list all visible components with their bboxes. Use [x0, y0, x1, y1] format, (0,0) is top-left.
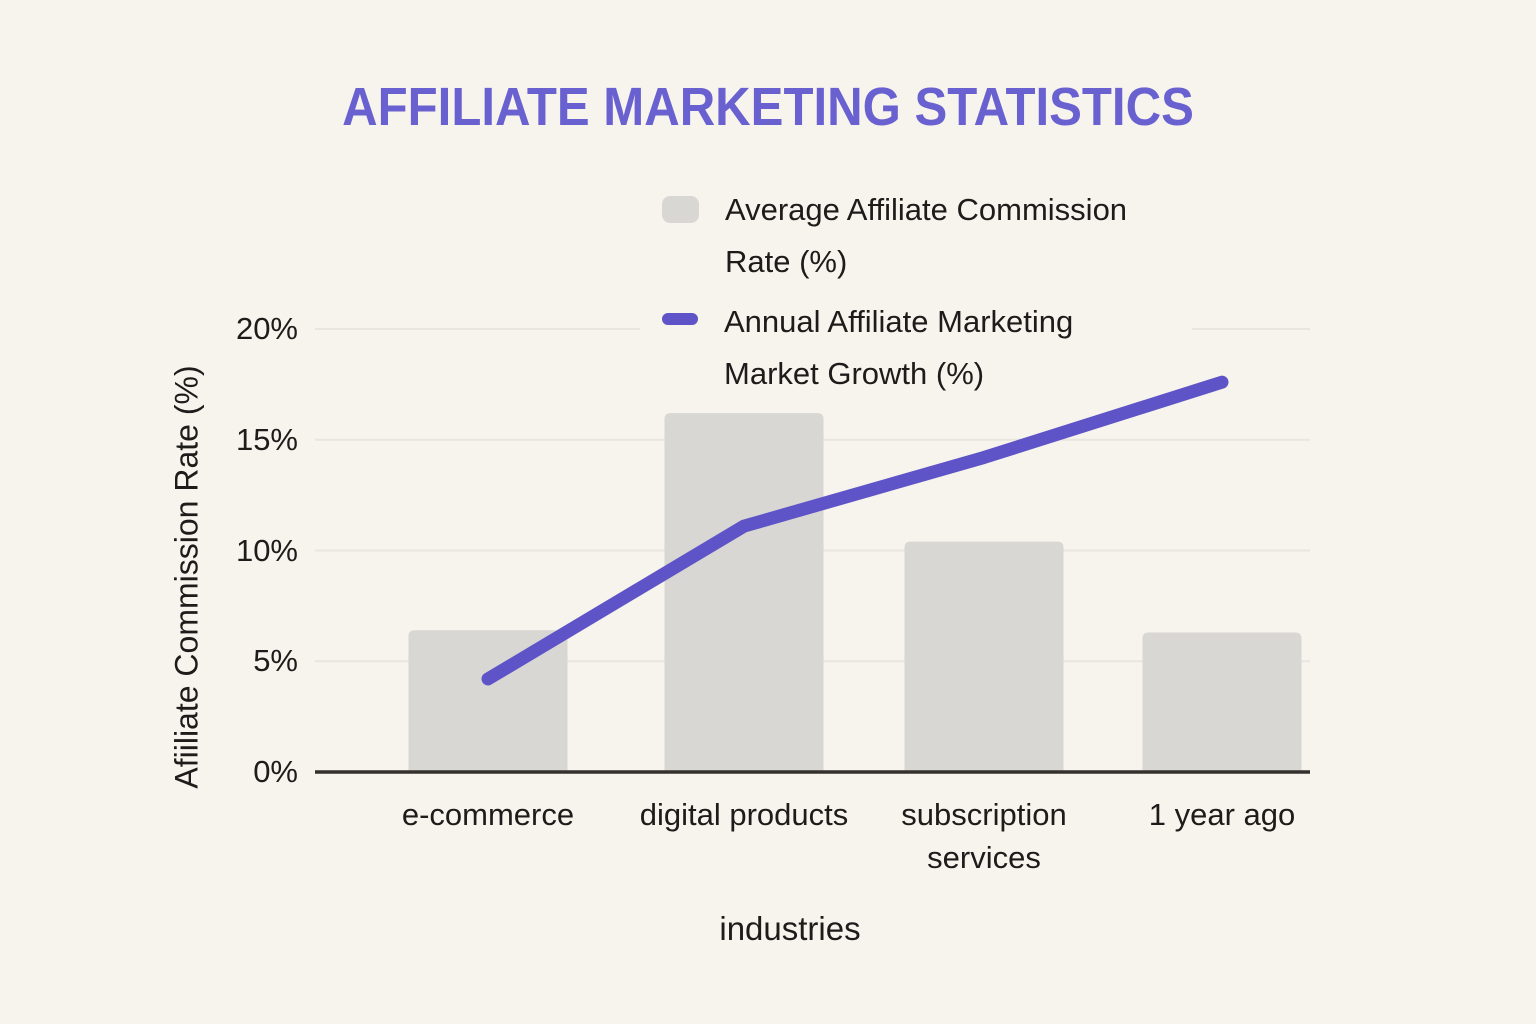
- x-tick-label: digital products: [639, 797, 849, 832]
- bar-subscription-services: [904, 541, 1064, 772]
- legend-label: Average Affiliate Commission Rate (%): [725, 192, 1128, 279]
- y-tick-label: 20%: [235, 311, 298, 346]
- y-tick-label: 10%: [235, 532, 298, 568]
- y-tick-label: 0%: [253, 754, 298, 789]
- bar-digital-products: [664, 413, 824, 772]
- y-axis-title: Afiiliate Commission Rate (%): [168, 365, 205, 789]
- chart-title: AFFILIATE MARKETING STATISTICS: [342, 77, 1194, 137]
- x-tick-label: 1 year ago: [1148, 797, 1296, 832]
- legend: Average Affiliate Commission Rate (%) An…: [662, 184, 1127, 400]
- legend-item-commission-rate: Average Affiliate Commission Rate (%): [662, 184, 1127, 288]
- y-tick-label: 5%: [253, 643, 298, 679]
- legend-label: Annual Affiliate Marketing Market Growth…: [724, 304, 1074, 391]
- bar-1-year-ago: [1142, 632, 1302, 772]
- x-tick-label: subscription services: [901, 797, 1067, 875]
- bar-e-commerce: [408, 630, 568, 772]
- x-axis-title: industries: [719, 910, 861, 947]
- growth-line: [481, 375, 1229, 686]
- bar-series-swatch-icon: [662, 196, 699, 223]
- legend-item-market-growth: Annual Affiliate Marketing Market Growth…: [662, 296, 1127, 400]
- x-tick-label: e-commerce: [401, 797, 575, 832]
- line-series-swatch-icon: [662, 313, 698, 325]
- y-tick-label: 15%: [235, 421, 298, 457]
